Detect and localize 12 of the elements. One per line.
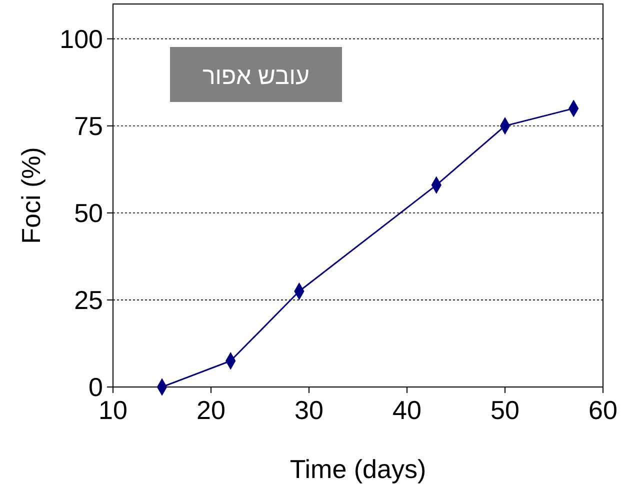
x-tick-label: 60 — [588, 395, 618, 425]
y-tick-label: 25 — [74, 284, 103, 315]
y-tick-label: 100 — [60, 24, 103, 54]
x-tick-label: 40 — [392, 395, 422, 425]
text: עובש אפור — [202, 63, 310, 90]
x-tick-label: 20 — [196, 395, 226, 425]
x-axis-title: Time (days) — [290, 454, 426, 484]
y-tick-label: 50 — [74, 198, 103, 228]
x-tick-label: 30 — [294, 395, 324, 425]
x-tick-label: 50 — [490, 395, 520, 425]
y-axis-title: Foci (%) — [16, 147, 46, 244]
y-tick-label: 75 — [74, 110, 103, 141]
